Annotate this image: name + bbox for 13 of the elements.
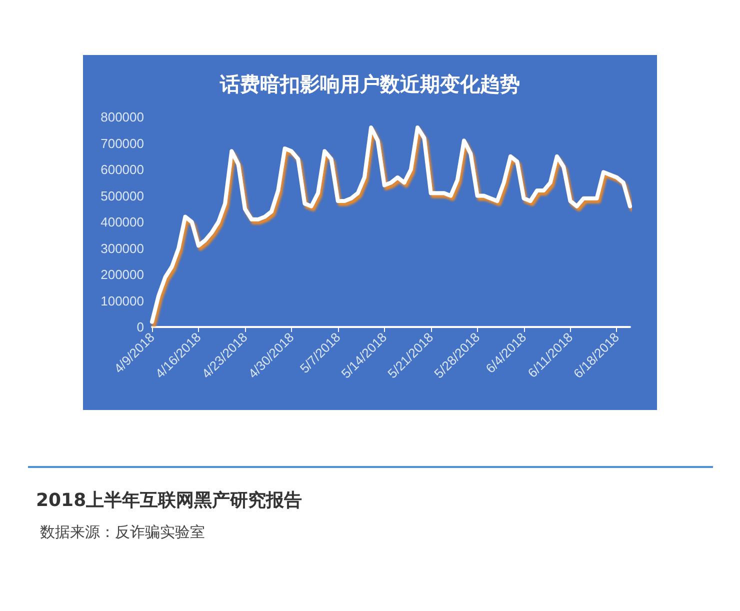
y-tick-label: 500000 [100, 188, 144, 204]
y-tick-label: 100000 [100, 293, 144, 308]
y-tick-label: 200000 [100, 267, 144, 282]
chart-title: 话费暗扣影响用户数近期变化趋势 [219, 72, 520, 96]
text: 2018上半年互联网黑产研究报告 [36, 489, 302, 512]
y-tick-label: 800000 [100, 110, 144, 124]
y-tick-label: 600000 [100, 162, 144, 177]
y-tick-label: 0 [136, 320, 144, 334]
y-tick-label: 700000 [100, 136, 144, 151]
line-series [150, 126, 632, 324]
source-note: 数据来源：反诈骗实验室 [40, 523, 205, 542]
y-tick-label: 400000 [100, 214, 144, 230]
y-tick-label: 300000 [100, 240, 144, 256]
